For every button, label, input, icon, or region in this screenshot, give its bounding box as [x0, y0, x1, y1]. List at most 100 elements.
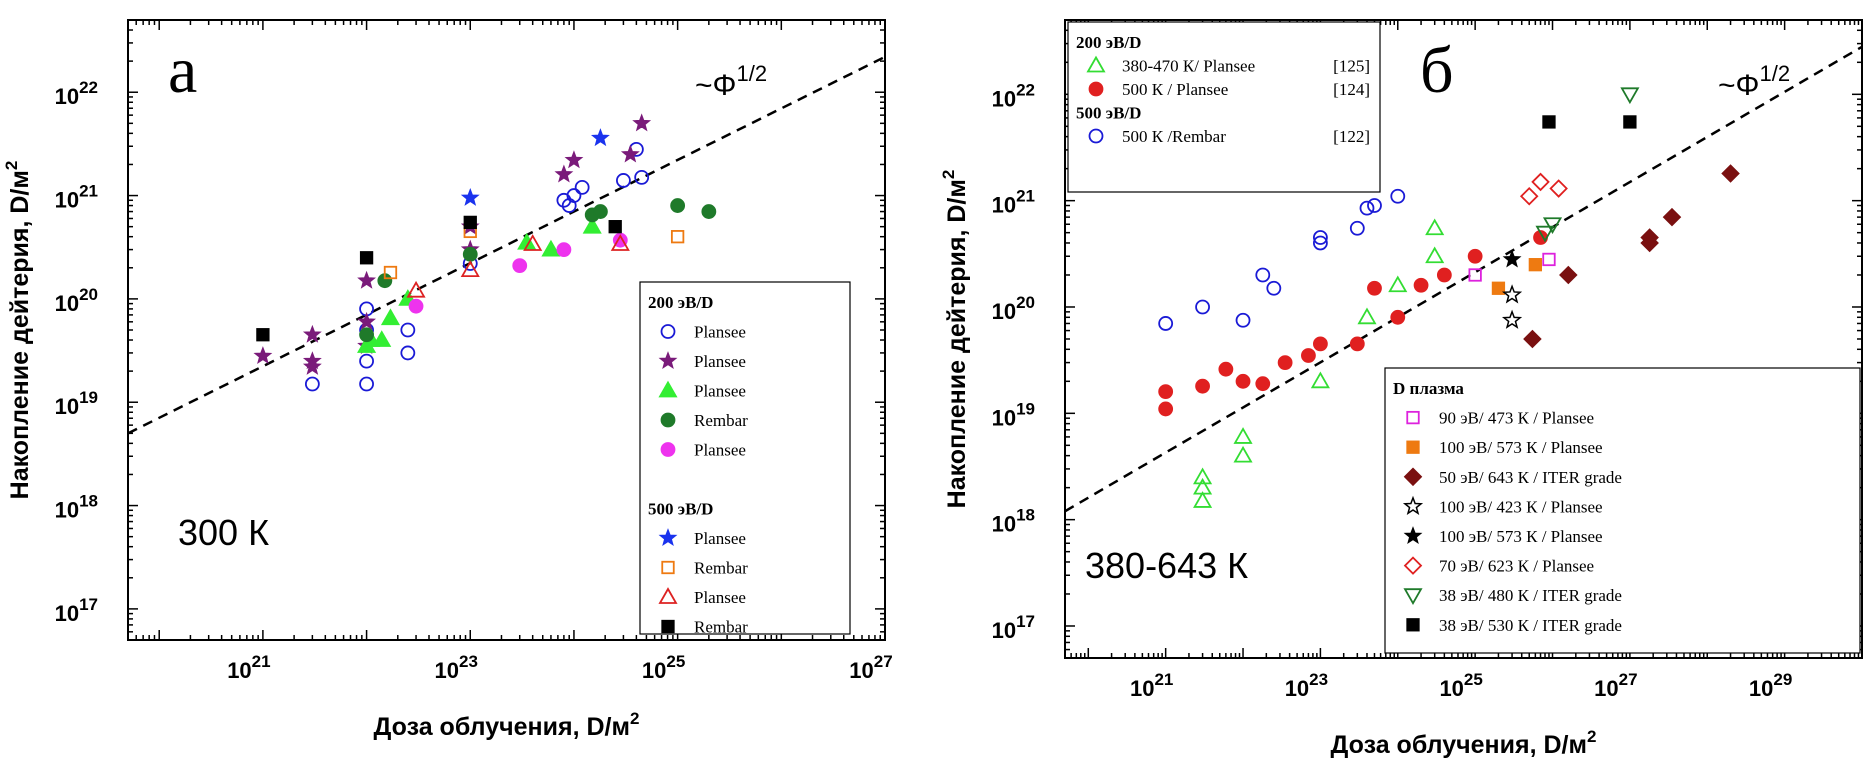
x-tick-label: 1021: [227, 652, 270, 683]
data-point: [574, 179, 590, 195]
y-axis-title-sup: 2: [939, 170, 958, 179]
y-tick-label: 1017: [992, 612, 1035, 643]
data-point: [1468, 268, 1482, 282]
trend-label-base: ~Φ: [695, 69, 736, 102]
data-point: [460, 187, 480, 206]
data-point: [556, 242, 572, 257]
x-tick-label-base: 10: [1749, 676, 1773, 701]
data-point: [616, 173, 631, 188]
data-point: [359, 376, 374, 392]
data-point: [1218, 361, 1234, 377]
data-point: [1640, 228, 1659, 247]
y-tick-label: 1022: [55, 78, 98, 109]
data-point: [1501, 284, 1523, 304]
data-point: [1255, 267, 1271, 283]
data-point: [1467, 248, 1483, 264]
trend-label: ~Φ1/2: [695, 61, 767, 102]
data-point: [632, 113, 652, 132]
data-point: [1359, 200, 1375, 216]
data-point: [1349, 220, 1365, 236]
legend-label: Plansee: [694, 588, 746, 607]
data-point: [1235, 312, 1251, 328]
legend-label: 380-470 К/ Plansee: [1122, 57, 1255, 76]
y-tick-label-base: 10: [55, 291, 79, 316]
data-point: [1158, 401, 1174, 417]
trend-label-sup: 1/2: [1759, 61, 1790, 86]
data-point: [620, 144, 640, 163]
series-0: [304, 141, 650, 392]
legend-marker: [660, 324, 676, 339]
series-4: [1491, 258, 1543, 295]
data-point: [512, 258, 528, 273]
legend-marker: [1406, 618, 1420, 632]
legend-group-title: D плазма: [1393, 379, 1464, 398]
y-axis-title-base: Накопление дейтерия, D/м: [943, 179, 971, 508]
x-tick-label-sup: 29: [1773, 670, 1792, 689]
y-tick-label: 1017: [55, 595, 98, 626]
data-point: [1310, 371, 1330, 389]
x-tick-label: 1027: [849, 652, 892, 683]
panel-b: 1021 1023 1025 1027 102910171018101910201021…: [939, 19, 1863, 759]
data-point: [357, 270, 377, 289]
x-tick-label: 1023: [435, 652, 478, 683]
series-0: [1193, 218, 1445, 508]
series-4: [408, 232, 628, 314]
series-2: [1158, 188, 1406, 331]
series-10: [1542, 115, 1637, 129]
data-point: [1158, 316, 1174, 331]
legend-label: 50 эВ/ 643 К / ITER grade: [1439, 468, 1622, 487]
legend-marker: [1086, 55, 1106, 73]
legend-marker: [660, 442, 676, 457]
data-point: [406, 280, 426, 298]
data-point: [1193, 477, 1213, 495]
series-6: [383, 224, 685, 280]
legend-group-title: 500 эВ/D: [648, 500, 713, 519]
data-point: [1425, 218, 1445, 236]
data-point: [1301, 348, 1316, 363]
data-point: [1349, 336, 1365, 352]
x-tick-label-sup: 21: [252, 652, 271, 671]
data-point: [304, 376, 320, 392]
y-axis-title: Накопление дейтерия, D/м2: [939, 170, 971, 509]
data-point: [1528, 258, 1543, 272]
x-tick-label-base: 10: [1285, 676, 1309, 701]
y-axis-title-base: Накопление дейтерия, D/м: [6, 170, 34, 499]
x-tick-label: 1021: [1130, 670, 1173, 701]
legend-label: 500 К / Plansee: [1122, 80, 1228, 99]
legend-label: Plansee: [694, 323, 746, 342]
legend-marker: [1406, 440, 1420, 454]
data-point: [1535, 225, 1555, 243]
legend-marker: [1403, 467, 1423, 487]
series-1: [253, 113, 652, 375]
legend-box-0: 200 эВ/D Plansee Plansee Plansee Rembar Plans…: [639, 281, 851, 637]
y-tick-label-base: 10: [992, 193, 1016, 218]
data-point: [256, 328, 270, 342]
legend-box-1: D плазма 90 эВ/ 473 К / Plansee 100 эВ/ 57…: [1384, 367, 1861, 654]
data-point: [1620, 87, 1640, 105]
legend-label: Rembar: [694, 559, 748, 578]
legend-group-title: 200 эВ/D: [1076, 33, 1141, 52]
series-2: [357, 216, 602, 353]
legend-frame: [639, 281, 851, 635]
data-point: [1390, 309, 1406, 325]
data-point: [463, 215, 477, 230]
legend-group-title: 500 эВ/D: [1076, 104, 1141, 123]
legend-marker: [1403, 556, 1423, 575]
data-point: [383, 265, 398, 280]
data-point: [593, 204, 608, 219]
trend-label-sup: 1/2: [736, 61, 767, 86]
y-axis-title: Накопление дейтерия, D/м2: [2, 161, 34, 500]
data-point: [253, 346, 273, 365]
temperature-label: 300 К: [178, 512, 269, 553]
x-axis-title-base: Доза облучения, D/м: [1331, 731, 1587, 759]
y-tick-label-sup: 21: [1016, 187, 1035, 206]
legend-label: 38 эВ/ 530 К / ITER grade: [1439, 616, 1622, 635]
legend-label: 90 эВ/ 473 К / Plansee: [1439, 409, 1594, 428]
data-point: [1158, 384, 1174, 400]
y-tick-label-sup: 18: [79, 492, 98, 511]
data-point: [1235, 373, 1251, 389]
x-tick-label: 1027: [1594, 670, 1637, 701]
data-point: [701, 204, 717, 219]
legend-frame: [1384, 367, 1861, 654]
data-point: [1193, 467, 1213, 485]
